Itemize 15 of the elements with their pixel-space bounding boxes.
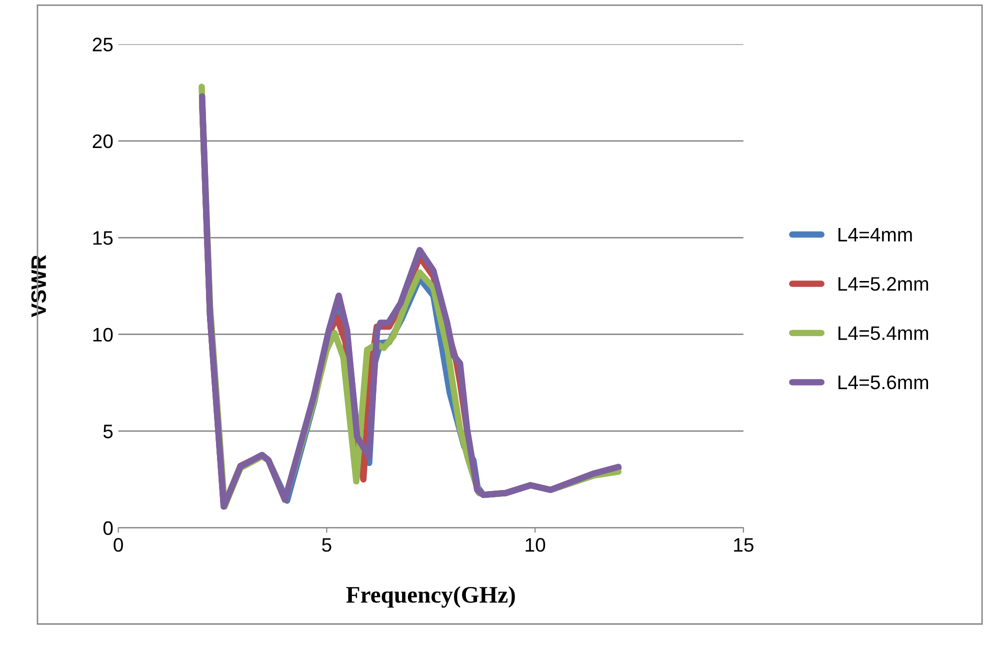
- x-tick-label: 10: [526, 538, 546, 552]
- legend-label: L4=5.4mm: [838, 326, 928, 340]
- x-tick-label: 0: [114, 538, 123, 552]
- y-tick-label: 15: [93, 231, 113, 245]
- x-tick-label: 15: [734, 538, 754, 552]
- y-tick-label: 0: [103, 521, 113, 536]
- x-axis-title: Frequency(GHz): [346, 586, 515, 608]
- y-tick-label: 5: [103, 424, 113, 438]
- legend-label: L4=5.2mm: [838, 277, 928, 291]
- legend-label: L4=5.6mm: [838, 375, 928, 390]
- y-tick-label: 25: [92, 38, 113, 52]
- y-tick-label: 20: [92, 134, 113, 148]
- legend-label: L4=4mm: [838, 228, 912, 242]
- x-tick-label: 5: [322, 538, 332, 552]
- y-tick-label: 10: [93, 328, 113, 342]
